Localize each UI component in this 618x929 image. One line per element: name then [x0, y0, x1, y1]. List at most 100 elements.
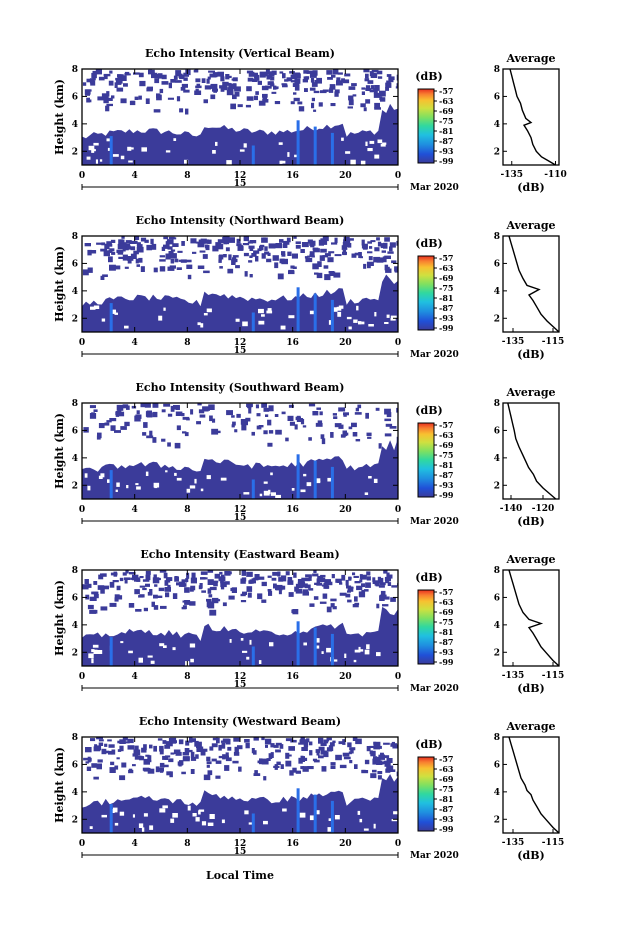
- gap-cell: [235, 318, 240, 322]
- echo-cell: [103, 73, 111, 77]
- colorbar: [417, 422, 435, 498]
- echo-cell: [313, 90, 320, 94]
- echo-cell: [82, 584, 89, 590]
- echo-cell: [355, 439, 361, 442]
- echo-cell: [148, 69, 153, 75]
- echo-cell: [261, 758, 269, 765]
- echo-cell: [150, 238, 154, 245]
- echo-layer: [82, 103, 398, 165]
- gap-cell: [376, 652, 381, 657]
- echo-cell: [163, 244, 169, 249]
- echo-cell: [159, 255, 166, 258]
- echo-cell: [372, 577, 376, 583]
- echo-cell: [232, 421, 236, 426]
- echo-cell: [178, 739, 184, 745]
- echo-cell: [87, 604, 94, 610]
- echo-cell: [152, 411, 158, 418]
- gap-cell: [393, 811, 398, 815]
- echo-cell: [263, 407, 270, 412]
- echo-cell: [274, 101, 281, 105]
- echo-cell: [96, 242, 103, 245]
- echo-cell: [319, 255, 325, 261]
- gap-cell: [336, 306, 342, 311]
- echo-cell: [120, 426, 127, 430]
- gap-cell: [141, 827, 145, 832]
- echo-cell: [278, 577, 284, 582]
- gap-cell: [243, 143, 247, 148]
- echo-cell: [116, 87, 124, 92]
- echo-cell: [314, 582, 318, 585]
- echo-cell: [142, 587, 147, 591]
- echo-cell: [337, 72, 343, 75]
- echo-cell: [316, 582, 323, 586]
- echo-cell: [176, 96, 181, 102]
- echo-cell: [397, 571, 398, 575]
- gap-cell: [114, 822, 119, 826]
- echo-cell: [253, 737, 259, 741]
- echo-cell: [355, 407, 359, 412]
- echo-cell: [138, 95, 142, 100]
- gap-cell: [357, 810, 361, 815]
- echo-cell: [320, 238, 326, 241]
- echo-cell: [316, 749, 320, 756]
- echo-cell: [185, 740, 190, 746]
- echo-cell: [122, 737, 128, 741]
- echo-cell: [155, 766, 160, 773]
- echo-cell: [153, 594, 158, 599]
- echo-cell: [163, 572, 168, 579]
- echo-cell: [377, 771, 383, 775]
- echo-cell: [244, 739, 250, 743]
- echo-cell: [274, 414, 279, 417]
- echo-cell: [240, 419, 248, 425]
- gap-cell: [358, 646, 361, 652]
- echo-cell: [287, 577, 293, 583]
- echo-cell: [309, 87, 316, 91]
- gap-cell: [242, 650, 248, 653]
- gap-cell: [275, 494, 281, 498]
- echo-cell: [323, 740, 329, 744]
- echo-cell: [318, 755, 324, 759]
- echo-cell: [248, 407, 252, 414]
- echo-cell: [154, 74, 158, 78]
- echo-cell: [154, 78, 160, 84]
- echo-cell: [114, 82, 118, 88]
- echo-cell: [143, 607, 148, 612]
- echo-cell: [230, 103, 236, 110]
- echo-cell: [263, 776, 267, 781]
- echo-cell: [227, 268, 234, 274]
- echo-cell: [315, 422, 323, 427]
- colorbar: [417, 88, 435, 164]
- echo-cell: [192, 738, 196, 743]
- echo-cell: [200, 571, 208, 575]
- echo-streak: [330, 299, 334, 332]
- echo-cell: [159, 266, 166, 272]
- echo-cell: [104, 243, 110, 250]
- echo-cell: [312, 70, 318, 76]
- gap-cell: [158, 315, 163, 321]
- avg-y-tick-label: 6: [494, 426, 500, 436]
- echo-cell: [186, 749, 193, 753]
- echo-cell: [104, 75, 108, 80]
- echo-layer: [82, 437, 398, 499]
- echo-cell: [314, 80, 322, 83]
- colorbar-label: -93: [439, 480, 454, 490]
- echo-cell: [344, 73, 351, 77]
- panel-title: Echo Intensity (Northward Beam): [136, 214, 345, 227]
- echo-cell: [300, 766, 304, 770]
- gap-cell: [361, 321, 365, 325]
- panel-title: Echo Intensity (Southward Beam): [136, 381, 345, 394]
- echo-cell: [359, 574, 363, 579]
- echo-cell: [173, 749, 181, 754]
- echo-cell: [217, 243, 224, 250]
- echo-cell: [339, 592, 347, 596]
- echo-cell: [308, 588, 314, 591]
- echo-cell: [158, 767, 164, 772]
- gap-cell: [110, 311, 117, 314]
- echo-cell: [385, 768, 391, 773]
- echo-cell: [174, 576, 178, 580]
- echo-cell: [165, 741, 173, 747]
- y-tick-label: 2: [72, 147, 78, 157]
- echo-cell: [272, 571, 279, 576]
- y-tick-label: 4: [72, 621, 78, 631]
- echo-cell: [354, 412, 362, 415]
